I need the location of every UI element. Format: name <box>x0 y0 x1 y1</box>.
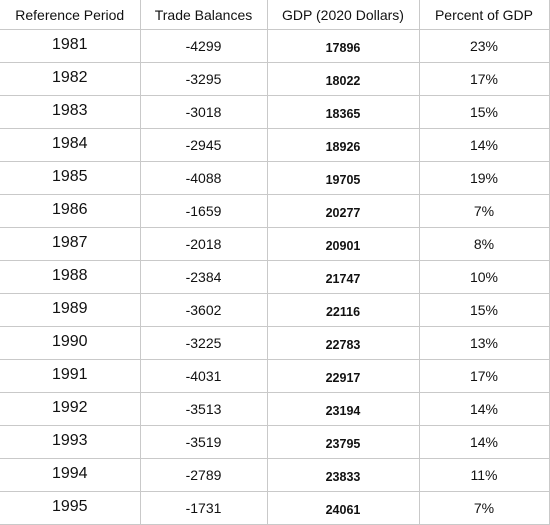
cell-gdp[interactable]: 24061 <box>266 491 420 525</box>
table-row: 1986 -1659 20277 7% <box>0 194 550 228</box>
cell-trade-balance[interactable]: -1731 <box>139 491 268 525</box>
cell-reference-period[interactable]: 1990 <box>0 326 141 360</box>
cell-gdp[interactable]: 23194 <box>266 392 420 426</box>
cell-gdp[interactable]: 18926 <box>266 128 420 162</box>
cell-gdp[interactable]: 18022 <box>266 62 420 96</box>
cell-percent-of-gdp[interactable]: 14% <box>418 128 550 162</box>
table-row: 1985 -4088 19705 19% <box>0 161 550 195</box>
cell-percent-of-gdp[interactable]: 23% <box>418 29 550 63</box>
cell-trade-balance[interactable]: -2384 <box>139 260 268 294</box>
cell-percent-of-gdp[interactable]: 15% <box>418 95 550 129</box>
table-row: 1991 -4031 22917 17% <box>0 359 550 393</box>
cell-trade-balance[interactable]: -2789 <box>139 458 268 492</box>
cell-percent-of-gdp[interactable]: 7% <box>418 194 550 228</box>
cell-gdp[interactable]: 22116 <box>266 293 420 327</box>
cell-reference-period[interactable]: 1983 <box>0 95 141 129</box>
cell-reference-period[interactable]: 1984 <box>0 128 141 162</box>
table-row: 1992 -3513 23194 14% <box>0 392 550 426</box>
table-row: 1981 -4299 17896 23% <box>0 29 550 63</box>
cell-reference-period[interactable]: 1995 <box>0 491 141 525</box>
cell-reference-period[interactable]: 1989 <box>0 293 141 327</box>
cell-reference-period[interactable]: 1991 <box>0 359 141 393</box>
cell-gdp[interactable]: 19705 <box>266 161 420 195</box>
cell-reference-period[interactable]: 1992 <box>0 392 141 426</box>
cell-gdp[interactable]: 17896 <box>266 29 420 63</box>
cell-percent-of-gdp[interactable]: 7% <box>418 491 550 525</box>
cell-trade-balance[interactable]: -3519 <box>139 425 268 459</box>
cell-reference-period[interactable]: 1982 <box>0 62 141 96</box>
cell-gdp[interactable]: 21747 <box>266 260 420 294</box>
cell-trade-balance[interactable]: -3225 <box>139 326 268 360</box>
cell-trade-balance[interactable]: -3602 <box>139 293 268 327</box>
header-percent-of-gdp[interactable]: Percent of GDP <box>418 0 550 30</box>
cell-percent-of-gdp[interactable]: 10% <box>418 260 550 294</box>
header-gdp[interactable]: GDP (2020 Dollars) <box>266 0 420 30</box>
cell-gdp[interactable]: 20277 <box>266 194 420 228</box>
cell-percent-of-gdp[interactable]: 14% <box>418 425 550 459</box>
cell-percent-of-gdp[interactable]: 19% <box>418 161 550 195</box>
cell-reference-period[interactable]: 1986 <box>0 194 141 228</box>
cell-trade-balance[interactable]: -2018 <box>139 227 268 261</box>
header-trade-balances[interactable]: Trade Balances <box>139 0 268 30</box>
cell-gdp[interactable]: 22917 <box>266 359 420 393</box>
cell-trade-balance[interactable]: -4031 <box>139 359 268 393</box>
cell-gdp[interactable]: 18365 <box>266 95 420 129</box>
cell-gdp[interactable]: 23833 <box>266 458 420 492</box>
header-reference-period[interactable]: Reference Period <box>0 0 141 30</box>
cell-trade-balance[interactable]: -1659 <box>139 194 268 228</box>
cell-trade-balance[interactable]: -4299 <box>139 29 268 63</box>
table-row: 1993 -3519 23795 14% <box>0 425 550 459</box>
cell-trade-balance[interactable]: -2945 <box>139 128 268 162</box>
table-row: 1984 -2945 18926 14% <box>0 128 550 162</box>
cell-reference-period[interactable]: 1988 <box>0 260 141 294</box>
cell-trade-balance[interactable]: -3513 <box>139 392 268 426</box>
cell-percent-of-gdp[interactable]: 11% <box>418 458 550 492</box>
cell-trade-balance[interactable]: -3295 <box>139 62 268 96</box>
table-body: 1981 -4299 17896 23% 1982 -3295 18022 17% 1983 -3… <box>0 29 550 525</box>
cell-reference-period[interactable]: 1994 <box>0 458 141 492</box>
header-row: Reference Period Trade Balances GDP (202… <box>0 0 550 30</box>
table-row: 1989 -3602 22116 15% <box>0 293 550 327</box>
cell-reference-period[interactable]: 1987 <box>0 227 141 261</box>
cell-percent-of-gdp[interactable]: 17% <box>418 62 550 96</box>
table-row: 1983 -3018 18365 15% <box>0 95 550 129</box>
cell-percent-of-gdp[interactable]: 14% <box>418 392 550 426</box>
cell-reference-period[interactable]: 1985 <box>0 161 141 195</box>
cell-reference-period[interactable]: 1981 <box>0 29 141 63</box>
cell-percent-of-gdp[interactable]: 17% <box>418 359 550 393</box>
table-row: 1982 -3295 18022 17% <box>0 62 550 96</box>
table-row: 1987 -2018 20901 8% <box>0 227 550 261</box>
cell-percent-of-gdp[interactable]: 8% <box>418 227 550 261</box>
cell-reference-period[interactable]: 1993 <box>0 425 141 459</box>
cell-percent-of-gdp[interactable]: 13% <box>418 326 550 360</box>
cell-gdp[interactable]: 22783 <box>266 326 420 360</box>
table-row: 1995 -1731 24061 7% <box>0 491 550 525</box>
cell-gdp[interactable]: 23795 <box>266 425 420 459</box>
table-row: 1994 -2789 23833 11% <box>0 458 550 492</box>
cell-trade-balance[interactable]: -4088 <box>139 161 268 195</box>
cell-percent-of-gdp[interactable]: 15% <box>418 293 550 327</box>
cell-gdp[interactable]: 20901 <box>266 227 420 261</box>
cell-trade-balance[interactable]: -3018 <box>139 95 268 129</box>
table-row: 1988 -2384 21747 10% <box>0 260 550 294</box>
table-row: 1990 -3225 22783 13% <box>0 326 550 360</box>
